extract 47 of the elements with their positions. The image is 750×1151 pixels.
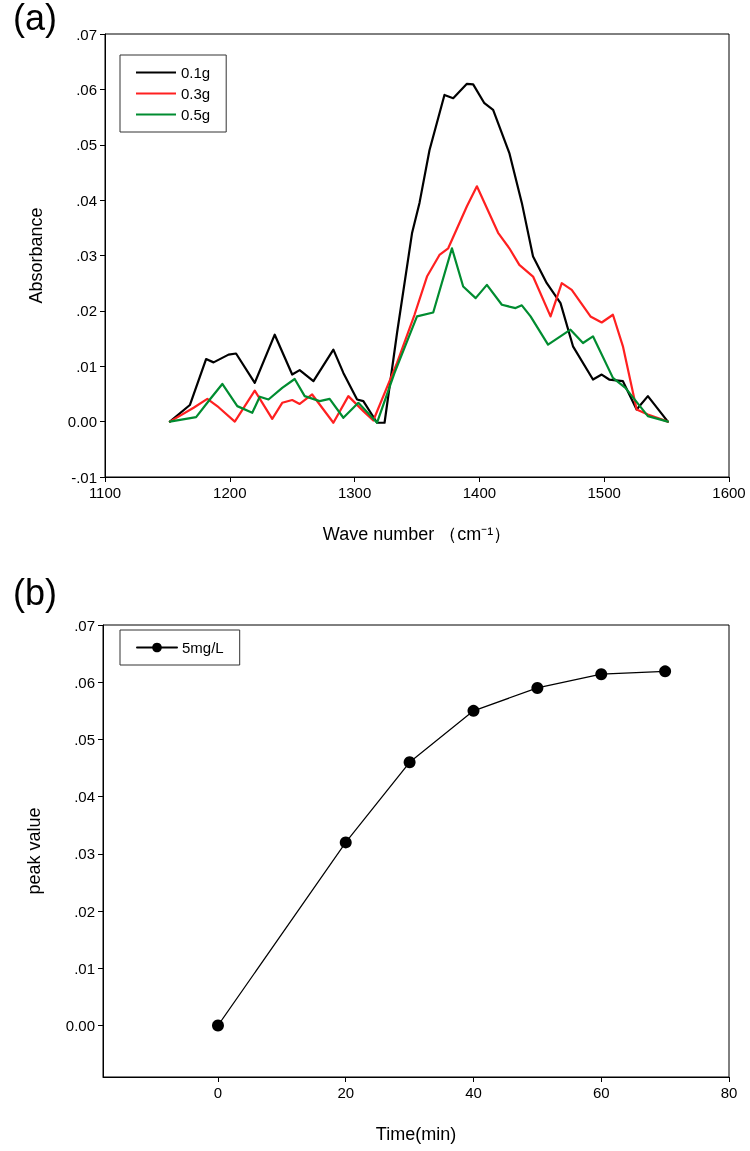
legend-label: 5mg/L — [182, 639, 224, 656]
x-tick-label: 1600 — [712, 484, 746, 501]
y-tick-label: .03 — [76, 247, 97, 264]
point — [659, 665, 672, 678]
x-axis-title: Wave number （cm⁻¹） — [322, 524, 512, 544]
x-tick-label: 1300 — [337, 484, 372, 501]
point — [467, 704, 480, 717]
x-tick-label: 1400 — [462, 484, 497, 501]
y-tick-label: .05 — [74, 730, 95, 748]
y-tick-label: .01 — [74, 959, 95, 977]
y-tick-label: .05 — [76, 136, 97, 154]
point — [339, 836, 352, 849]
point — [211, 1019, 224, 1032]
legend-label: 0.1g — [181, 64, 211, 81]
x-tick-label: 80 — [720, 1084, 738, 1101]
x-tick-label: 0 — [213, 1084, 223, 1101]
legend-label: 0.5g — [181, 106, 211, 123]
line-series — [168, 82, 669, 424]
point — [595, 668, 608, 681]
y-tick-label: .03 — [74, 845, 95, 863]
x-tick-label: 1200 — [213, 484, 247, 501]
y-tick-label: 0.00 — [67, 413, 97, 431]
y-axis-title: Absorbance — [26, 207, 46, 304]
y-tick-label: .04 — [74, 788, 95, 806]
y-axis-title: peak value — [24, 807, 44, 895]
chart-title: (a) — [13, 0, 57, 38]
y-tick-label: -.01 — [71, 468, 97, 486]
point — [403, 756, 416, 769]
point — [531, 681, 544, 694]
y-tick-label: 0.00 — [65, 1017, 95, 1035]
y-tick-label: .02 — [76, 302, 97, 320]
x-tick-label: 1100 — [88, 484, 122, 501]
legend-label: 0.3g — [181, 85, 211, 102]
x-tick-label: 20 — [337, 1084, 355, 1101]
x-tick-label: 60 — [592, 1084, 610, 1101]
x-tick-label: 1500 — [587, 484, 621, 501]
y-tick-label: .01 — [76, 357, 97, 375]
x-axis-title: Time(min) — [375, 1124, 457, 1144]
y-tick-label: .07 — [76, 25, 97, 43]
x-tick-label: 40 — [465, 1084, 482, 1101]
line-series — [168, 247, 669, 424]
y-tick-label: .06 — [74, 673, 95, 691]
chart-title: (b) — [13, 571, 57, 613]
y-tick-label: .07 — [74, 616, 95, 634]
y-tick-label: .04 — [76, 191, 97, 209]
y-tick-label: .02 — [74, 902, 95, 920]
y-tick-label: .06 — [76, 80, 97, 98]
